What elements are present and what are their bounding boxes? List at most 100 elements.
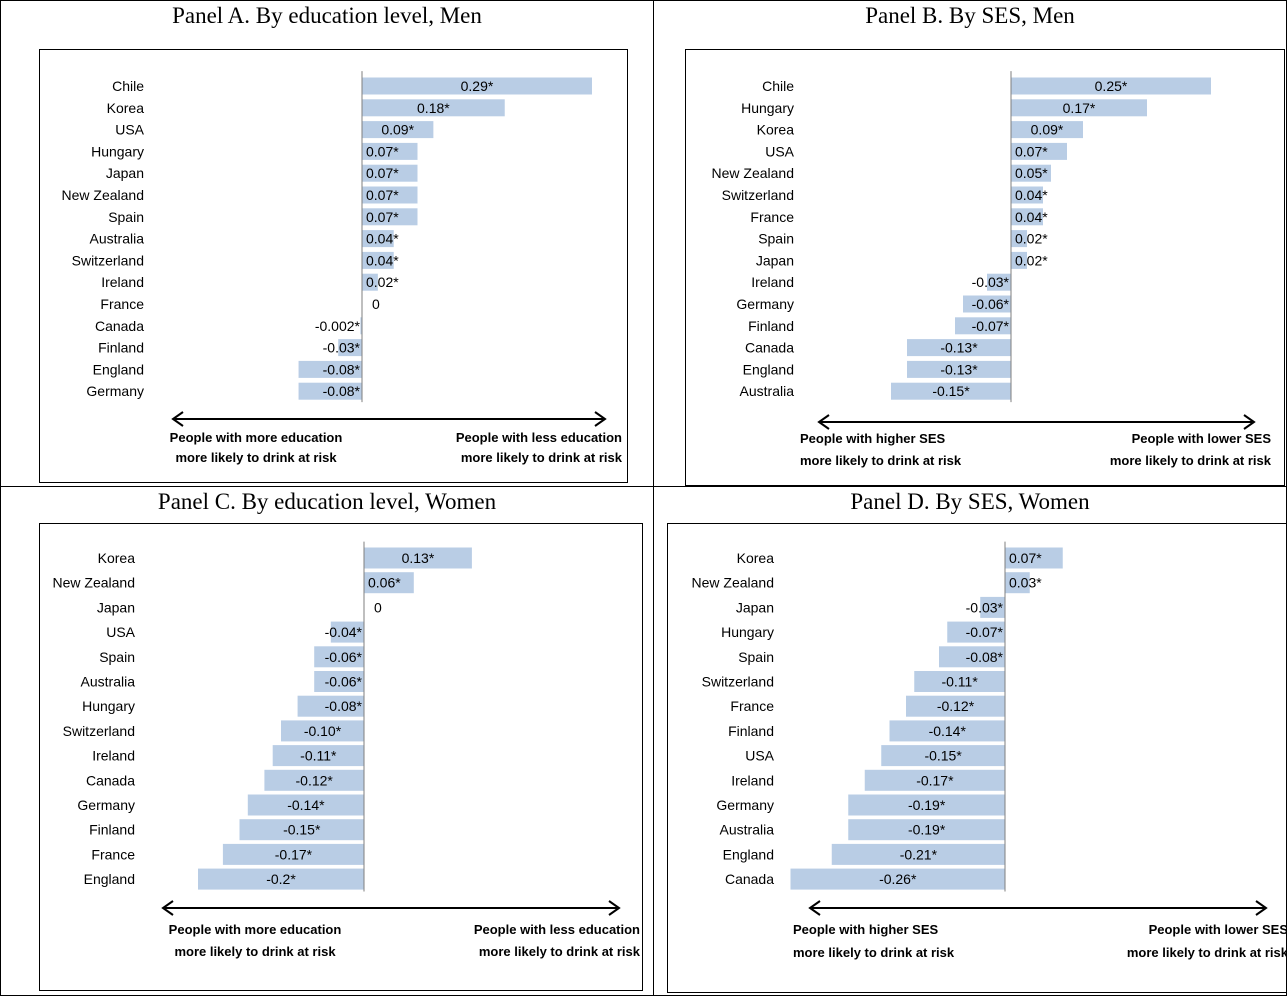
bar <box>362 251 394 269</box>
bar <box>264 769 364 791</box>
category-label: England <box>743 361 794 377</box>
category-label: Japan <box>756 252 794 268</box>
arrow-head-right <box>1255 900 1268 916</box>
category-label: Spain <box>108 209 144 225</box>
category-label: Germany <box>77 797 135 813</box>
category-label: Germany <box>86 383 144 399</box>
left-note: more likely to drink at risk <box>793 945 955 960</box>
data-label: -0.08* <box>323 383 361 399</box>
data-label: 0.07* <box>366 165 399 181</box>
data-label: -0.04* <box>325 624 363 640</box>
category-label: Ireland <box>92 748 135 764</box>
category-label: Spain <box>738 649 774 665</box>
arrow-head-right <box>594 411 607 427</box>
bar <box>864 769 1005 791</box>
data-label: 0.04* <box>366 252 399 268</box>
data-label: 0.06* <box>368 575 401 591</box>
arrow-head-left <box>171 411 184 427</box>
bar <box>987 273 1011 291</box>
bar <box>963 295 1011 313</box>
bar <box>272 745 364 767</box>
bar <box>907 360 1011 378</box>
bar <box>360 317 362 335</box>
panel-title: Panel B. By SES, Men <box>865 3 1075 28</box>
category-label: New Zealand <box>62 187 145 203</box>
right-note: People with less education <box>456 430 622 445</box>
data-label: -0.002* <box>315 318 361 334</box>
category-label: New Zealand <box>53 575 136 591</box>
category-label: England <box>93 361 144 377</box>
data-label: 0.29* <box>461 78 494 94</box>
bar <box>947 621 1005 643</box>
bar-chart: Chile 0.25* Hungary 0.17* Korea 0.09* USA 0.07*… <box>712 71 1272 468</box>
data-label: 0.07* <box>366 143 399 159</box>
bar <box>362 186 418 204</box>
category-label: France <box>730 698 774 714</box>
category-label: Germany <box>736 296 794 312</box>
bar <box>906 695 1005 717</box>
bar <box>881 745 1005 767</box>
data-label: -0.17* <box>275 846 313 862</box>
data-label: -0.11* <box>300 748 337 764</box>
panel-d: Panel D. By SES, Women Korea 0.07* New Zea… <box>653 486 1287 996</box>
category-label: Hungary <box>721 624 774 640</box>
data-label: -0.06* <box>972 296 1010 312</box>
panel-title: Panel C. By education level, Women <box>157 489 497 514</box>
left-note: more likely to drink at risk <box>175 450 337 465</box>
category-label: Korea <box>757 122 795 138</box>
data-label: -0.21* <box>900 846 938 862</box>
right-note: more likely to drink at risk <box>1110 453 1272 468</box>
right-note: People with lower SES <box>1149 922 1287 937</box>
bar <box>314 671 364 692</box>
left-note: more likely to drink at risk <box>800 453 962 468</box>
bar <box>362 208 418 226</box>
bar <box>831 843 1005 865</box>
category-label: England <box>723 846 774 862</box>
data-label: 0.07* <box>366 187 399 203</box>
bar <box>314 646 364 668</box>
bar <box>362 99 505 117</box>
bar <box>1011 230 1027 248</box>
data-label: 0.18* <box>417 100 450 116</box>
bar <box>362 164 418 182</box>
data-label: 0 <box>372 296 380 312</box>
bar <box>298 360 362 378</box>
data-label: -0.19* <box>908 822 946 838</box>
data-label: -0.19* <box>908 797 946 813</box>
category-label: Australia <box>81 674 136 690</box>
category-label: Finland <box>89 822 135 838</box>
bar <box>914 671 1005 692</box>
data-label: -0.07* <box>972 318 1010 334</box>
category-label: Hungary <box>82 698 135 714</box>
category-label: Japan <box>106 165 144 181</box>
category-label: New Zealand <box>712 165 795 181</box>
data-label: 0.04* <box>366 231 399 247</box>
data-label: 0.09* <box>381 122 414 138</box>
bar <box>1011 142 1067 160</box>
data-label: -0.15* <box>283 822 321 838</box>
arrow-head-left <box>161 900 174 916</box>
left-note: People with higher SES <box>800 431 946 446</box>
category-label: Finland <box>98 340 144 356</box>
bar <box>364 572 414 594</box>
bar-chart: Korea 0.13* New Zealand 0.06* Japan 0 USA -0.04… <box>53 541 641 959</box>
arrow-head-right <box>608 900 621 916</box>
data-label: 0 <box>374 599 382 615</box>
category-label: Switzerland <box>63 723 135 739</box>
bar <box>1011 251 1027 269</box>
category-label: Ireland <box>101 274 144 290</box>
data-label: 0.17* <box>1063 100 1096 116</box>
data-label: 0.07* <box>1009 550 1042 566</box>
data-label: -0.11* <box>941 674 978 690</box>
bar <box>1011 208 1043 226</box>
category-label: Canada <box>745 340 794 356</box>
bar-chart: Chile 0.29* Korea 0.18* USA 0.09* Hungary 0.07*… <box>62 71 623 465</box>
category-label: Australia <box>740 383 795 399</box>
category-label: Spain <box>758 231 794 247</box>
bar <box>1005 547 1063 569</box>
bar <box>980 596 1005 618</box>
left-note: People with higher SES <box>793 922 939 937</box>
category-label: USA <box>745 748 774 764</box>
category-label: Korea <box>98 550 136 566</box>
